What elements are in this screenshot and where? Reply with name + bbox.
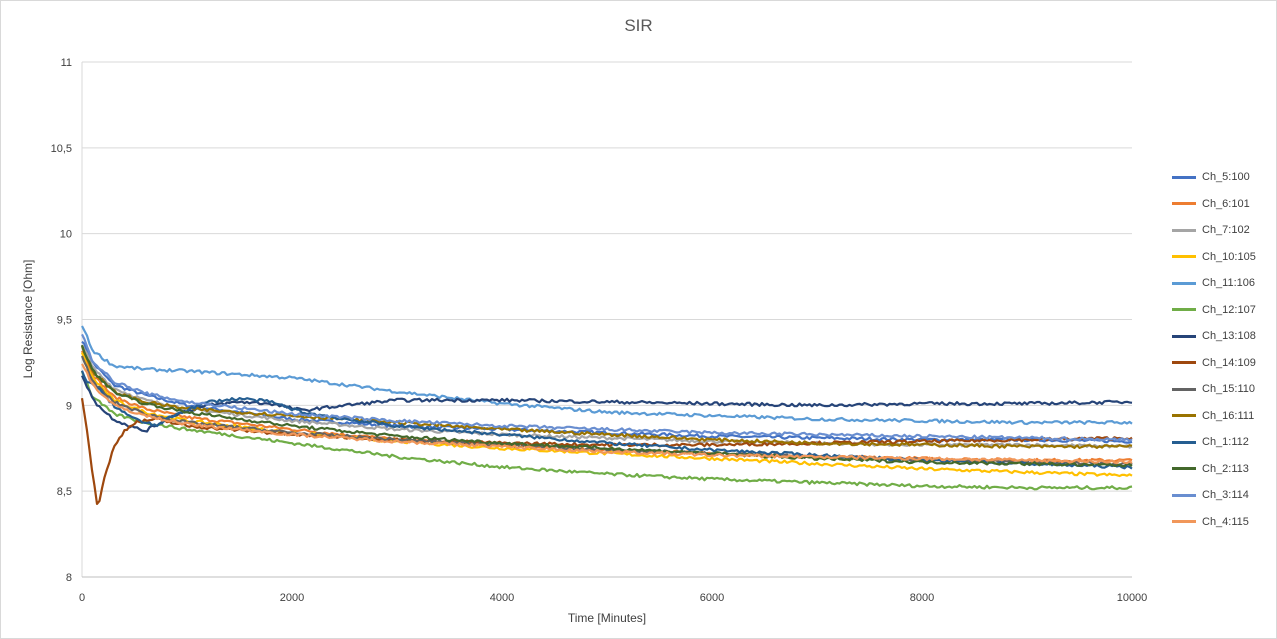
legend-swatch — [1172, 334, 1196, 338]
x-tick-label: 6000 — [700, 592, 724, 604]
legend-item: Ch_1:112 — [1172, 429, 1256, 456]
x-tick-label: 8000 — [910, 592, 934, 604]
y-tick-label: 10,5 — [51, 143, 72, 155]
legend-item: Ch_14:109 — [1172, 350, 1256, 377]
legend-item: Ch_10:105 — [1172, 244, 1256, 271]
legend-item: Ch_16:111 — [1172, 403, 1256, 430]
series-line-3 — [81, 344, 1133, 449]
legend-swatch — [1172, 175, 1196, 179]
legend-swatch — [1172, 520, 1196, 524]
chart-title: SIR — [624, 16, 653, 35]
legend-label: Ch_7:102 — [1202, 224, 1250, 237]
legend-item: Ch_2:113 — [1172, 456, 1256, 483]
legend-label: Ch_10:105 — [1202, 250, 1256, 263]
legend-item: Ch_13:108 — [1172, 323, 1256, 350]
series-line-10 — [80, 345, 1133, 449]
x-tick-label: 4000 — [490, 592, 514, 604]
gridlines — [82, 61, 1132, 578]
legend-label: Ch_15:110 — [1202, 383, 1256, 396]
legend-swatch — [1172, 202, 1196, 206]
legend-label: Ch_4:115 — [1202, 515, 1249, 528]
axes — [81, 62, 1132, 578]
legend: Ch_5:100 Ch_6:101 Ch_7:102 Ch_10:105 Ch_11:1… — [1172, 164, 1256, 535]
x-tick-label: 10000 — [1117, 592, 1148, 604]
legend-label: Ch_16:111 — [1202, 409, 1255, 422]
legend-swatch — [1172, 308, 1196, 312]
legend-label: Ch_5:100 — [1202, 171, 1250, 184]
legend-item: Ch_7:102 — [1172, 217, 1256, 244]
legend-swatch — [1172, 440, 1196, 444]
y-axis-label: Log Resistance [Ohm] — [21, 259, 35, 379]
y-tick-label: 8 — [66, 572, 72, 584]
legend-item: Ch_6:101 — [1172, 191, 1256, 218]
legend-item: Ch_12:107 — [1172, 297, 1256, 324]
legend-label: Ch_12:107 — [1202, 303, 1256, 316]
legend-swatch — [1172, 414, 1196, 418]
x-tick-label: 0 — [79, 592, 85, 604]
legend-label: Ch_1:112 — [1202, 436, 1249, 449]
series-line-6 — [80, 371, 1133, 491]
y-tick-label: 10 — [60, 229, 72, 241]
legend-swatch — [1172, 255, 1196, 259]
legend-item: Ch_3:114 — [1172, 482, 1256, 509]
legend-item: Ch_5:100 — [1172, 164, 1256, 191]
series-line-12 — [80, 344, 1133, 468]
legend-label: Ch_13:108 — [1202, 330, 1256, 343]
legend-swatch — [1172, 493, 1196, 497]
legend-item: Ch_4:115 — [1172, 509, 1256, 536]
legend-label: Ch_14:109 — [1202, 356, 1256, 369]
legend-label: Ch_3:114 — [1202, 489, 1249, 502]
y-tick-label: 9 — [66, 400, 72, 412]
legend-item: Ch_11:106 — [1172, 270, 1256, 297]
x-axis-label: Time [Minutes] — [567, 611, 647, 625]
y-tick-label: 11 — [61, 57, 72, 69]
series-line-13 — [81, 333, 1133, 442]
legend-swatch — [1172, 281, 1196, 285]
legend-swatch — [1172, 361, 1196, 365]
legend-item: Ch_15:110 — [1172, 376, 1256, 403]
legend-label: Ch_11:106 — [1202, 277, 1256, 290]
y-tick-label: 9,5 — [57, 315, 72, 327]
series-lines — [80, 325, 1133, 505]
legend-swatch — [1172, 467, 1196, 471]
x-tick-label: 2000 — [280, 592, 304, 604]
series-line-5 — [81, 325, 1133, 426]
legend-swatch — [1172, 387, 1196, 391]
legend-label: Ch_6:101 — [1202, 197, 1250, 210]
legend-label: Ch_2:113 — [1202, 462, 1249, 475]
series-line-14 — [81, 363, 1133, 465]
y-tick-label: 8,5 — [57, 486, 72, 498]
tick-labels: 8 8,5 9 9,5 10 10,5 11 0 2000 4000 6000 8000 10000 — [51, 57, 1148, 604]
legend-swatch — [1172, 228, 1196, 232]
